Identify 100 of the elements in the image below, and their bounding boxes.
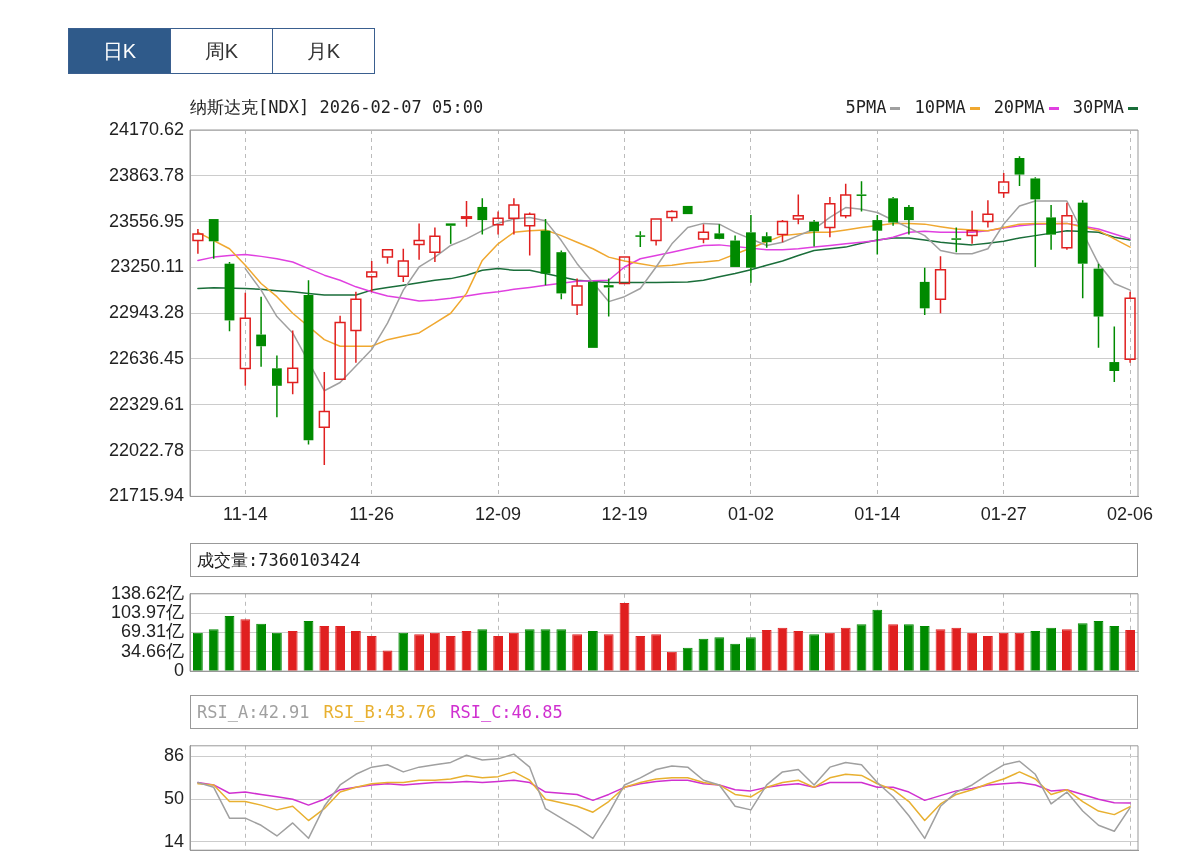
bar: [825, 632, 835, 671]
bar: [1062, 629, 1072, 671]
y-tick-label: 34.66亿: [120, 640, 184, 661]
x-tick-label: 01-02: [727, 504, 774, 525]
text: RSI_C:46.85: [450, 702, 563, 722]
candlestick: [650, 218, 662, 247]
candlestick: [413, 222, 425, 261]
bar: [256, 623, 266, 671]
bar: [366, 636, 377, 671]
x-tick-label: 01-27: [980, 504, 1027, 525]
candlestick: [1109, 325, 1120, 383]
candlestick: [429, 226, 441, 263]
bar: [524, 629, 535, 671]
x-tick-label: 01-14: [854, 504, 901, 525]
text: 日K: [68, 28, 171, 74]
candlestick: [540, 218, 551, 286]
candlestick: [603, 277, 614, 318]
candlestick: [919, 266, 930, 316]
candlestick: [287, 329, 299, 395]
bar: [793, 631, 804, 671]
candlestick: [571, 277, 583, 316]
candlestick: [524, 211, 536, 257]
y-tick-label: 22329.61: [108, 393, 184, 414]
bar: [240, 619, 251, 671]
candlestick: [982, 199, 994, 229]
y-tick-label: 23556.95: [108, 210, 184, 231]
y-tick-label: 103.97亿: [110, 602, 184, 623]
legend-label: 20PMA: [993, 97, 1045, 117]
y-tick-label: 24170.62: [108, 118, 184, 139]
bar: [682, 647, 693, 671]
candlestick: [366, 260, 378, 293]
x-tick-label: 11-26: [349, 504, 395, 525]
y-tick-label: 69.31亿: [120, 621, 184, 642]
x-tick-label: 12-19: [601, 504, 648, 525]
bar: [1109, 625, 1120, 671]
bar: [1125, 630, 1135, 671]
bar: [840, 627, 851, 671]
bar: [335, 625, 345, 671]
bar: [445, 636, 456, 671]
candlestick: [809, 219, 819, 248]
y-tick-label: 23863.78: [108, 164, 184, 185]
legend-label: 30PMA: [1072, 97, 1124, 117]
candlestick: [951, 226, 962, 253]
candlestick: [1124, 291, 1136, 364]
candlestick: [666, 210, 678, 223]
bar: [414, 634, 424, 671]
candlestick: [1030, 178, 1041, 268]
bar: [1046, 627, 1056, 671]
bar: [509, 632, 519, 671]
bar: [1077, 623, 1088, 671]
candlestick: [492, 210, 504, 236]
candlestick: [746, 214, 756, 284]
bar: [872, 609, 883, 671]
x-tick-label: 12-09: [475, 504, 522, 525]
bar: [319, 625, 330, 671]
candlestick: [872, 214, 883, 256]
candlestick: [966, 210, 978, 245]
candlestick: [239, 292, 251, 387]
candlestick: [1046, 204, 1056, 251]
x-tick-label: 02-06: [1107, 504, 1154, 525]
chart-title: 成交量:7360103424: [197, 548, 361, 572]
bar: [287, 631, 298, 671]
candlestick: [445, 223, 456, 245]
candlestick: [192, 228, 204, 255]
bar: [904, 624, 914, 671]
bar: [746, 637, 756, 671]
candlestick: [856, 180, 867, 213]
candlestick: [1093, 262, 1104, 349]
y-tick-label: 14: [163, 830, 184, 851]
text: RSI_A:42.91: [197, 702, 310, 722]
bar: [193, 632, 203, 671]
bar: [493, 636, 503, 671]
candlestick: [272, 354, 282, 418]
candlestick: [1061, 201, 1073, 251]
y-tick-label: 21715.94: [108, 485, 184, 506]
y-tick-label: 23250.11: [110, 256, 184, 277]
bar: [967, 632, 977, 671]
bar: [888, 624, 898, 671]
bar: [998, 632, 1009, 671]
bar: [1030, 631, 1041, 671]
bar: [951, 627, 962, 671]
text: 月K: [272, 28, 375, 74]
legend-label: 10PMA: [914, 97, 966, 117]
candlestick: [318, 371, 330, 466]
bar: [351, 631, 361, 671]
chart-title: 纳斯达克[NDX] 2026-02-07 05:00: [190, 95, 484, 119]
bar: [667, 651, 677, 671]
bar: [730, 643, 740, 671]
candlestick: [824, 196, 836, 239]
bar: [556, 629, 567, 671]
y-tick-label: 22636.45: [108, 347, 184, 368]
candlestick: [934, 255, 947, 314]
bar: [430, 632, 440, 671]
text: 周K: [170, 28, 273, 74]
candlestick: [792, 193, 804, 225]
candlestick: [256, 295, 266, 368]
bar: [603, 634, 614, 671]
y-tick-label: 0: [173, 660, 184, 681]
bar: [477, 629, 488, 671]
y-tick-label: 138.62亿: [110, 582, 184, 603]
